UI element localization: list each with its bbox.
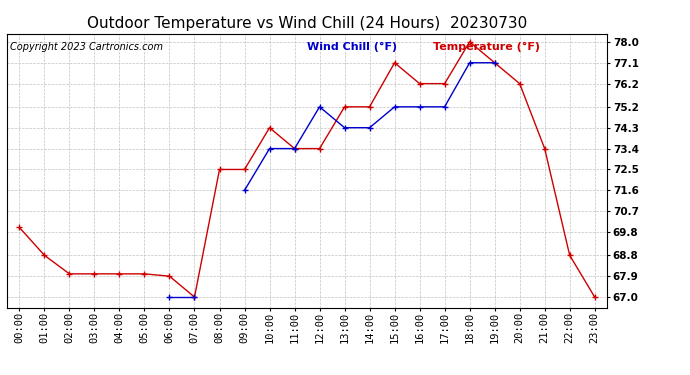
Text: Copyright 2023 Cartronics.com: Copyright 2023 Cartronics.com (10, 42, 163, 52)
Title: Outdoor Temperature vs Wind Chill (24 Hours)  20230730: Outdoor Temperature vs Wind Chill (24 Ho… (87, 16, 527, 31)
Text: Wind Chill (°F): Wind Chill (°F) (307, 42, 397, 52)
Text: Temperature (°F): Temperature (°F) (433, 42, 540, 52)
